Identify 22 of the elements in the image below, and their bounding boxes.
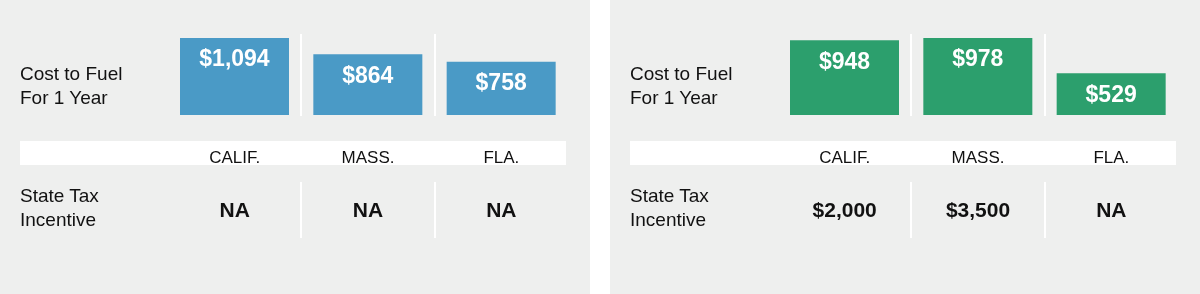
data-label: $978 <box>952 45 1004 72</box>
text: $3,500 <box>944 198 1012 222</box>
y-axis-title: Cost to Fuel For 1 Year <box>630 62 734 110</box>
data-label: $529 <box>1085 80 1137 107</box>
x-tick-label: CALIF. <box>819 148 871 168</box>
text: State Tax Incentive <box>20 184 100 232</box>
x-tick-label: CALIF. <box>209 148 261 168</box>
text: NA <box>218 198 251 222</box>
data-label: $758 <box>475 68 527 95</box>
x-tick-label: MASS. <box>951 148 1005 168</box>
x-tick-label: FLA. <box>483 148 520 168</box>
text: $2,000 <box>811 198 878 222</box>
data-label: $948 <box>818 47 871 74</box>
text: NA <box>351 198 385 222</box>
data-label: $1,094 <box>199 45 270 72</box>
data-label: $864 <box>342 61 394 88</box>
x-tick-label: FLA. <box>1093 148 1130 168</box>
text: NA <box>1095 198 1128 222</box>
y-axis-title: Cost to Fuel For 1 Year <box>20 62 124 110</box>
text: NA <box>485 198 518 222</box>
text: State Tax Incentive <box>630 184 710 232</box>
x-tick-label: MASS. <box>341 148 395 168</box>
